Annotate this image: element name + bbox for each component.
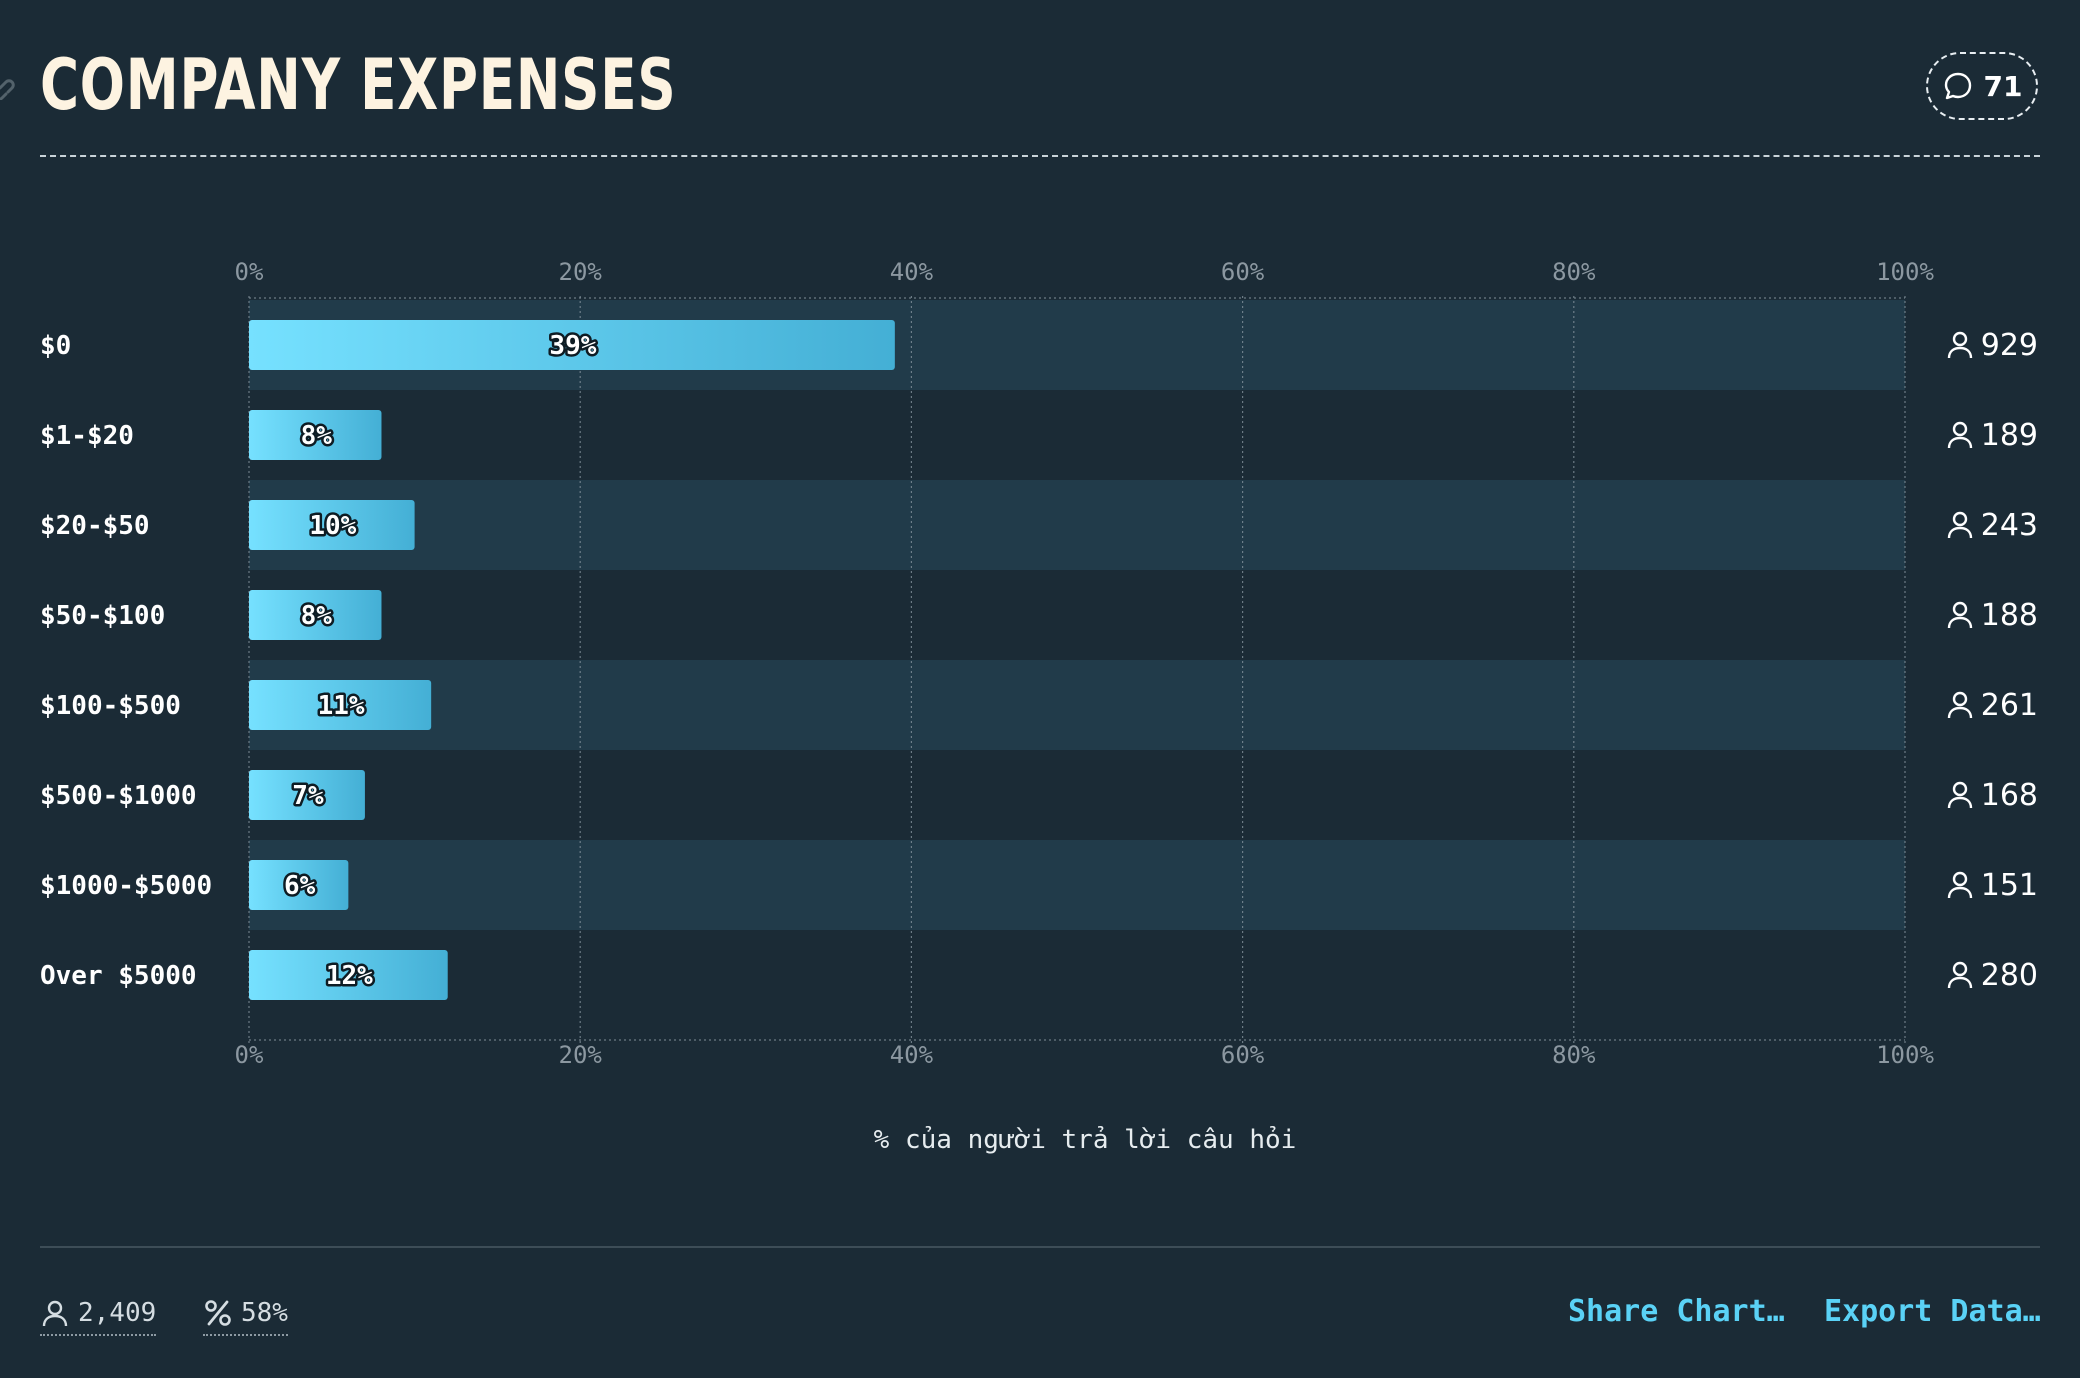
comment-count: 71 xyxy=(1983,69,2023,103)
respondent-count: 929 xyxy=(1981,328,2038,363)
person-icon xyxy=(1947,331,1973,359)
value-label: 39% xyxy=(549,331,596,361)
person-icon xyxy=(1947,781,1973,809)
tick-label-top: 80% xyxy=(1552,258,1596,286)
title-divider xyxy=(40,155,2040,157)
x-axis-label: % của người trả lời câu hỏi xyxy=(873,1125,1297,1155)
tick-label-top: 100% xyxy=(1876,258,1934,286)
category-label: $1-$20 xyxy=(40,421,134,451)
tick-label-bottom: 20% xyxy=(559,1041,603,1069)
value-label: 12% xyxy=(326,961,373,991)
page-title: COMPANY EXPENSES xyxy=(40,44,677,126)
person-icon xyxy=(1947,511,1973,539)
person-icon xyxy=(1947,961,1973,989)
respondent-count: 280 xyxy=(1981,958,2038,993)
export-data-link[interactable]: Export Data… xyxy=(1824,1294,2041,1329)
value-label: 11% xyxy=(318,691,365,721)
value-label: 6% xyxy=(284,871,316,901)
footer-divider xyxy=(40,1246,2040,1248)
person-icon xyxy=(1947,601,1973,629)
response-rate-value: 58% xyxy=(241,1298,288,1328)
respondent-count: 261 xyxy=(1981,688,2038,723)
bar xyxy=(249,860,349,910)
share-chart-link[interactable]: Share Chart… xyxy=(1568,1294,1785,1329)
link-icon[interactable] xyxy=(0,72,22,100)
bar xyxy=(249,770,365,820)
tick-label-top: 20% xyxy=(559,258,603,286)
tick-label-top: 40% xyxy=(890,258,934,286)
category-label: $50-$100 xyxy=(40,601,165,631)
row-background xyxy=(249,660,1905,750)
person-icon xyxy=(1947,691,1973,719)
bar xyxy=(249,950,448,1000)
comment-icon xyxy=(1944,72,1971,100)
tick-label-top: 60% xyxy=(1221,258,1265,286)
category-label: $0 xyxy=(40,331,71,361)
value-label: 8% xyxy=(301,601,333,631)
bar-chart: 0% 0% 20% 20% 40% 40% 60% 60% 80% 80% 100% 100% $0 39… xyxy=(40,258,2038,1069)
value-label: 10% xyxy=(309,511,356,541)
tick-label-bottom: 60% xyxy=(1221,1041,1265,1069)
comments-button[interactable]: 71 xyxy=(1926,52,2038,120)
percent-icon xyxy=(205,1300,231,1326)
respondent-count: 189 xyxy=(1981,418,2038,453)
value-label: 8% xyxy=(301,421,333,451)
category-label: Over $5000 xyxy=(40,961,197,991)
row-background xyxy=(249,480,1905,570)
person-icon xyxy=(42,1300,68,1327)
category-label: $20-$50 xyxy=(40,511,150,541)
bar xyxy=(249,320,895,370)
respondent-count: 188 xyxy=(1981,598,2038,633)
category-label: $1000-$5000 xyxy=(40,871,212,901)
tick-label-bottom: 80% xyxy=(1552,1041,1596,1069)
respondent-count: 243 xyxy=(1981,508,2038,543)
bar xyxy=(249,590,382,640)
bar xyxy=(249,500,415,550)
value-label: 7% xyxy=(292,781,324,811)
row-background xyxy=(249,840,1905,930)
total-respondents[interactable]: 2,409 xyxy=(40,1292,157,1336)
category-label: $500-$1000 xyxy=(40,781,197,811)
tick-label-bottom: 0% xyxy=(235,1041,264,1069)
bar xyxy=(249,410,382,460)
tick-label-top: 0% xyxy=(235,258,264,286)
response-rate[interactable]: 58% xyxy=(203,1292,288,1336)
respondent-count: 151 xyxy=(1981,868,2038,903)
bar xyxy=(249,680,432,730)
person-icon xyxy=(1947,871,1973,899)
total-respondents-value: 2,409 xyxy=(78,1298,157,1328)
respondent-count: 168 xyxy=(1981,778,2038,813)
person-icon xyxy=(1947,421,1973,449)
category-label: $100-$500 xyxy=(40,691,181,721)
tick-label-bottom: 100% xyxy=(1876,1041,1934,1069)
tick-label-bottom: 40% xyxy=(890,1041,934,1069)
